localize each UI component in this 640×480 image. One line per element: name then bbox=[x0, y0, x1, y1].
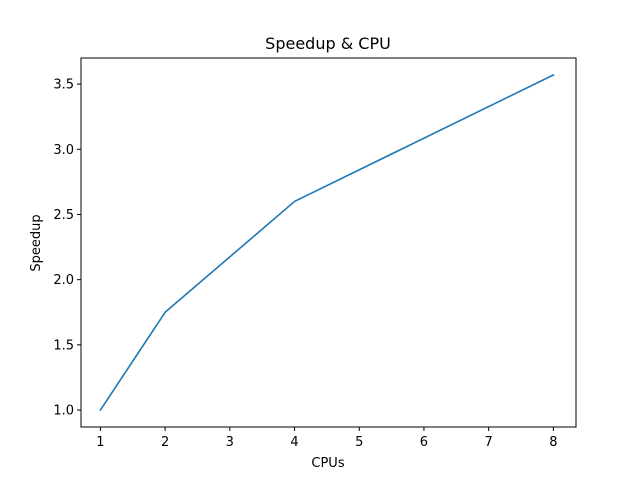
x-axis-ticks: 1 2 3 4 5 6 7 8 bbox=[96, 427, 557, 450]
x-tick-label: 6 bbox=[420, 435, 428, 450]
series-line-0 bbox=[99, 73, 555, 412]
x-tick-label: 1 bbox=[96, 435, 104, 450]
x-tick-label: 3 bbox=[226, 435, 234, 450]
plot-area bbox=[80, 57, 577, 428]
chart-title: Speedup & CPU bbox=[265, 34, 391, 53]
x-tick-label: 4 bbox=[290, 435, 298, 450]
y-tick-label: 2.5 bbox=[53, 208, 74, 223]
y-axis-label: Speedup bbox=[29, 214, 44, 271]
y-tick-label: 3.5 bbox=[53, 78, 74, 93]
y-tick-label: 3.0 bbox=[53, 143, 74, 158]
x-tick-label: 8 bbox=[549, 435, 557, 450]
plot-frame bbox=[80, 57, 577, 428]
y-tick-label: 2.0 bbox=[53, 273, 74, 288]
y-tick-label: 1.5 bbox=[53, 338, 74, 353]
x-tick-label: 5 bbox=[355, 435, 363, 450]
y-tick-label: 1.0 bbox=[53, 404, 74, 419]
x-tick-label: 2 bbox=[161, 435, 169, 450]
x-tick-label: 7 bbox=[485, 435, 493, 450]
y-axis-ticks: 1.0 1.5 2.0 2.5 3.0 3.5 bbox=[53, 78, 81, 419]
x-axis-label: CPUs bbox=[311, 456, 344, 471]
